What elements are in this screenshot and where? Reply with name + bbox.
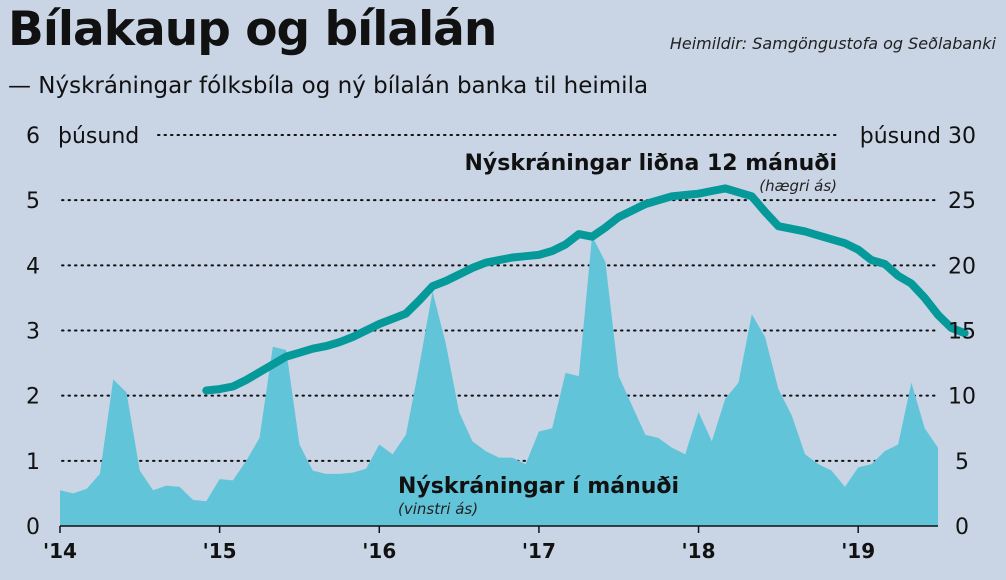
left-tick-label-3: 3	[26, 320, 40, 345]
x-tick-label-2: '16	[362, 539, 396, 563]
area-series	[60, 236, 938, 526]
right-tick-label-2: 10	[948, 385, 976, 410]
chart-source: Heimildir: Samgöngustofa og Seðlabanki	[669, 34, 996, 53]
right-tick-label-1: 5	[955, 450, 969, 475]
area-series-label: Nýskráningar í mánuði	[398, 474, 679, 499]
x-tick-label-0: '14	[43, 539, 77, 563]
chart-title: Bílakaup og bílalán	[8, 2, 497, 57]
x-axis-ticks: '14 '15 '16 '17 '18 '19	[43, 526, 875, 563]
right-tick-label-0: 0	[955, 515, 969, 540]
left-axis-ticks: 0 1 2 3 4 5 6	[26, 124, 40, 540]
x-tick-label-4: '18	[682, 539, 716, 563]
area-series-axis-note: (vinstri ás)	[398, 500, 478, 518]
right-axis-ticks: 0 5 10 15 20 25 30	[948, 124, 976, 540]
area-series-path	[60, 236, 938, 526]
left-tick-label-0: 0	[26, 515, 40, 540]
x-tick-label-1: '15	[203, 539, 237, 563]
chart-subtitle: — Nýskráningar fólksbíla og ný bílalán b…	[8, 73, 649, 99]
left-axis-unit: þúsund	[58, 124, 139, 149]
right-tick-label-3: 15	[948, 320, 976, 345]
x-tick-label-3: '17	[522, 539, 556, 563]
left-tick-label-1: 1	[26, 450, 40, 475]
right-tick-label-6: 30	[948, 124, 976, 149]
left-tick-label-5: 5	[26, 189, 40, 214]
line-series-axis-note: (hægri ás)	[759, 177, 837, 195]
line-series-path	[202, 184, 969, 395]
right-tick-label-5: 25	[948, 189, 976, 214]
x-tick-label-5: '19	[841, 539, 875, 563]
line-series-label: Nýskráningar liðna 12 mánuði	[464, 151, 837, 176]
left-tick-label-6: 6	[26, 124, 40, 149]
left-tick-label-2: 2	[26, 385, 40, 410]
right-axis-unit: þúsund	[860, 124, 941, 149]
line-series	[202, 184, 969, 395]
left-tick-label-4: 4	[26, 254, 40, 279]
right-tick-label-4: 20	[948, 254, 976, 279]
